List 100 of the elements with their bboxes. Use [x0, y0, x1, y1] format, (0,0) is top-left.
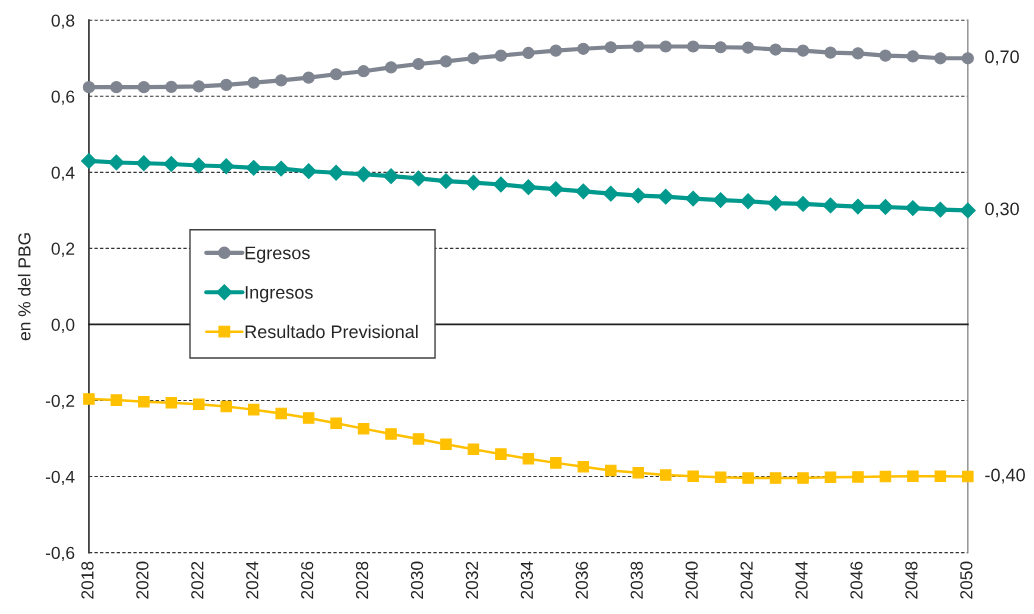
- point: [81, 153, 97, 169]
- point: [657, 188, 674, 205]
- point: [907, 470, 919, 482]
- point: [108, 154, 125, 171]
- point: [220, 78, 233, 92]
- x-tick-label: 2048: [905, 561, 918, 599]
- x-tick-label: 2046: [850, 561, 863, 599]
- point: [247, 403, 260, 416]
- x-tick-label: 2030: [410, 561, 424, 599]
- point: [879, 49, 892, 62]
- point: [383, 168, 399, 185]
- point: [275, 74, 288, 87]
- point: [522, 46, 535, 60]
- x-tick-label: 2044: [795, 561, 808, 599]
- point: [824, 471, 837, 484]
- data-label: -0,40: [985, 468, 1025, 484]
- point: [412, 433, 425, 445]
- x-tick-label: 2038: [630, 561, 643, 599]
- point: [247, 76, 260, 89]
- point: [796, 44, 810, 57]
- y-tick-label: 0,2: [51, 242, 75, 257]
- point: [494, 49, 508, 62]
- x-tick-label: 2042: [740, 561, 753, 599]
- point: [192, 80, 205, 93]
- point: [824, 46, 837, 59]
- point: [904, 200, 921, 217]
- point: [961, 52, 974, 65]
- point: [604, 41, 617, 54]
- point: [300, 163, 317, 180]
- point: [302, 71, 315, 84]
- point: [714, 471, 727, 484]
- point: [877, 199, 894, 215]
- x-tick-label: 2022: [191, 561, 204, 599]
- point: [384, 61, 398, 74]
- x-tick-label: 2032: [465, 561, 479, 599]
- point: [879, 470, 892, 483]
- x-tick-label: 2040: [685, 561, 698, 599]
- x-tick-label: 2024: [246, 561, 259, 599]
- x-tick-label: 2026: [301, 561, 314, 599]
- point: [330, 417, 342, 430]
- point: [797, 472, 809, 484]
- legend-label: Ingresos: [245, 286, 313, 303]
- y-tick-label: -0,6: [45, 546, 75, 562]
- point: [328, 164, 345, 181]
- point: [220, 400, 233, 413]
- y-tick-label: 0,6: [51, 90, 75, 105]
- point: [769, 43, 782, 56]
- x-tick-label: 2034: [520, 561, 534, 599]
- point: [932, 201, 949, 218]
- point: [822, 197, 839, 214]
- point: [465, 174, 482, 191]
- point: [302, 412, 315, 424]
- point: [412, 57, 425, 71]
- point: [850, 198, 866, 215]
- point: [218, 158, 235, 175]
- legend-label: Egresos: [245, 246, 310, 263]
- point: [575, 183, 592, 200]
- point: [520, 179, 537, 196]
- point: [550, 457, 562, 469]
- point: [962, 470, 974, 483]
- y-tick-label: -0,2: [45, 394, 75, 410]
- point: [138, 395, 150, 408]
- data-label: 0,70: [985, 50, 1019, 66]
- point: [767, 195, 784, 212]
- y-tick-label: 0,0: [51, 318, 75, 333]
- point: [852, 471, 864, 483]
- point: [549, 44, 562, 57]
- point: [82, 81, 96, 94]
- x-tick-label: 2050: [960, 561, 973, 599]
- x-tick-label: 2018: [81, 561, 94, 599]
- point: [165, 80, 178, 93]
- point: [577, 42, 590, 55]
- y-tick-label: 0,8: [51, 14, 75, 29]
- point: [522, 452, 535, 465]
- data-label: 0,30: [985, 202, 1019, 218]
- point: [330, 68, 343, 81]
- point: [492, 176, 509, 193]
- point: [685, 190, 702, 207]
- point: [275, 407, 287, 420]
- point: [245, 159, 262, 176]
- point: [357, 65, 370, 78]
- point: [632, 40, 645, 53]
- legend-label: Resultado Previsional: [245, 324, 418, 339]
- point: [577, 460, 590, 473]
- point: [687, 470, 699, 482]
- point: [714, 41, 727, 54]
- x-tick-label: 2028: [355, 561, 369, 599]
- x-tick-label: 2020: [136, 561, 149, 599]
- point: [190, 157, 207, 174]
- point: [495, 448, 507, 460]
- point: [110, 394, 123, 406]
- point: [467, 443, 480, 455]
- point: [712, 192, 729, 209]
- point: [605, 464, 617, 477]
- point: [659, 40, 672, 53]
- point: [467, 52, 480, 65]
- point: [137, 81, 150, 94]
- point: [769, 472, 782, 484]
- x-tick-label: 2036: [575, 561, 588, 599]
- point: [851, 47, 865, 60]
